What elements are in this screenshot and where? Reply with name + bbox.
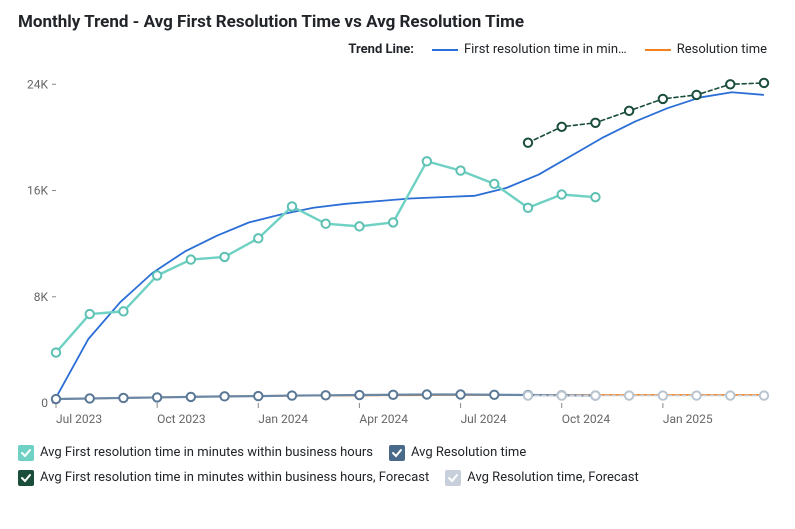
trendline-legend: Trend Line: First resolution time in min… <box>18 42 777 57</box>
check-icon <box>20 447 32 459</box>
legend-item[interactable]: Avg Resolution time, Forecast <box>445 466 638 491</box>
legend-label: Avg Resolution time <box>411 441 526 466</box>
check-icon <box>20 472 32 484</box>
trendline-legend-item-resolution[interactable]: Resolution time <box>645 42 767 57</box>
legend-swatch-icon <box>445 470 461 486</box>
svg-text:Jan 2024: Jan 2024 <box>258 412 308 426</box>
svg-text:Jul 2024: Jul 2024 <box>461 412 507 426</box>
legend-label: Avg Resolution time, Forecast <box>467 466 638 491</box>
plot-area: 0 8K 16K 24K Jul 2023 Oct 2023 Jan 2024 Apr 202… <box>18 63 778 433</box>
line-swatch-icon <box>645 49 671 51</box>
legend-item[interactable]: Avg First resolution time in minutes wit… <box>18 441 373 466</box>
svg-text:Jan 2025: Jan 2025 <box>663 412 713 426</box>
svg-text:0: 0 <box>41 396 48 410</box>
svg-text:8K: 8K <box>34 290 49 304</box>
svg-text:Jul 2023: Jul 2023 <box>56 412 102 426</box>
line-chart-svg: 0 8K 16K 24K Jul 2023 Oct 2023 Jan 2024 Apr 202… <box>18 63 778 433</box>
legend-label: Avg First resolution time in minutes wit… <box>40 466 429 491</box>
trendline-legend-item-first[interactable]: First resolution time in min… <box>432 42 627 57</box>
svg-text:Oct 2023: Oct 2023 <box>157 412 205 426</box>
svg-text:24K: 24K <box>27 77 48 91</box>
trendline-legend-label: Trend Line: <box>348 42 414 57</box>
legend-swatch-icon <box>18 445 34 461</box>
legend-item[interactable]: Avg Resolution time <box>389 441 526 466</box>
trendline-legend-text: Resolution time <box>677 42 767 57</box>
series-legend: Avg First resolution time in minutes wit… <box>18 441 777 490</box>
legend-swatch-icon <box>389 445 405 461</box>
chart-title: Monthly Trend - Avg First Resolution Tim… <box>18 12 777 32</box>
trendline-legend-text: First resolution time in min… <box>464 42 627 57</box>
svg-text:Oct 2024: Oct 2024 <box>562 412 611 426</box>
line-swatch-icon <box>432 49 458 51</box>
svg-text:16K: 16K <box>27 184 48 198</box>
legend-swatch-icon <box>18 470 34 486</box>
legend-item[interactable]: Avg First resolution time in minutes wit… <box>18 466 429 491</box>
check-icon <box>447 472 459 484</box>
check-icon <box>391 447 403 459</box>
svg-text:Apr 2024: Apr 2024 <box>359 412 408 426</box>
legend-label: Avg First resolution time in minutes wit… <box>40 441 373 466</box>
chart-container: Monthly Trend - Avg First Resolution Tim… <box>0 0 795 498</box>
